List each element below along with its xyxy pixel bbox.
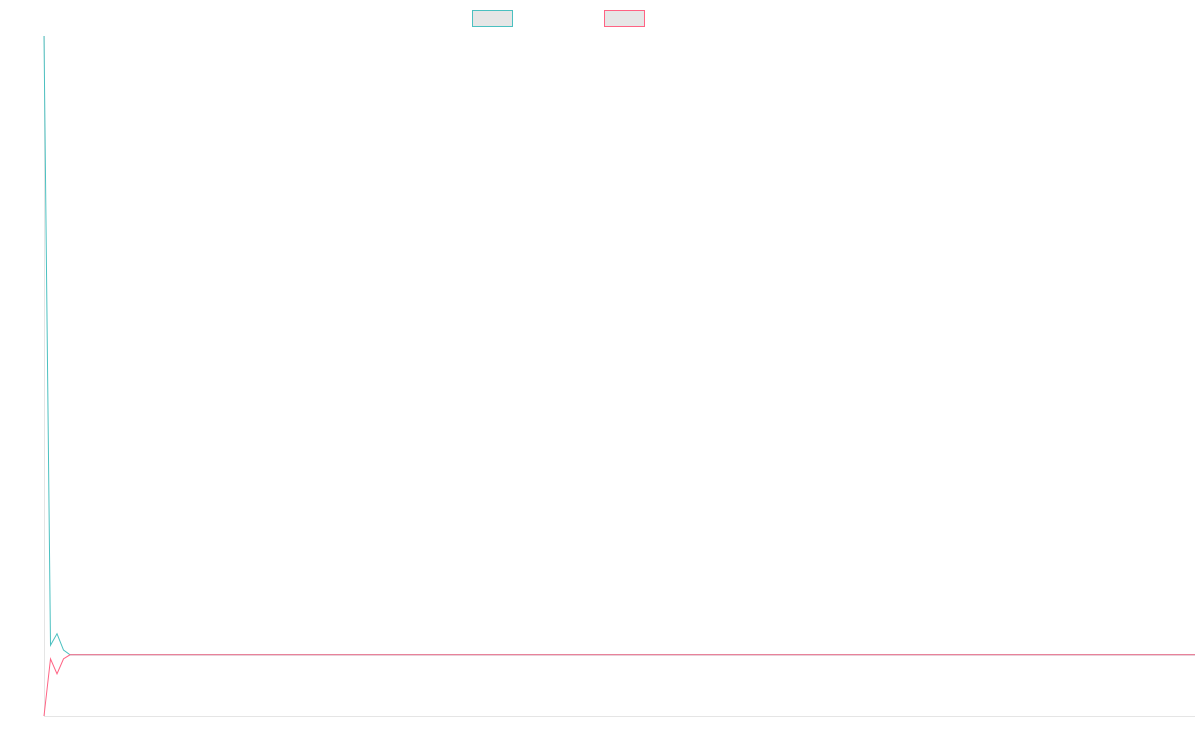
series-line xyxy=(43,654,1195,717)
legend-swatch xyxy=(604,10,645,27)
legend-swatch xyxy=(472,10,513,27)
series-line xyxy=(43,35,1195,656)
